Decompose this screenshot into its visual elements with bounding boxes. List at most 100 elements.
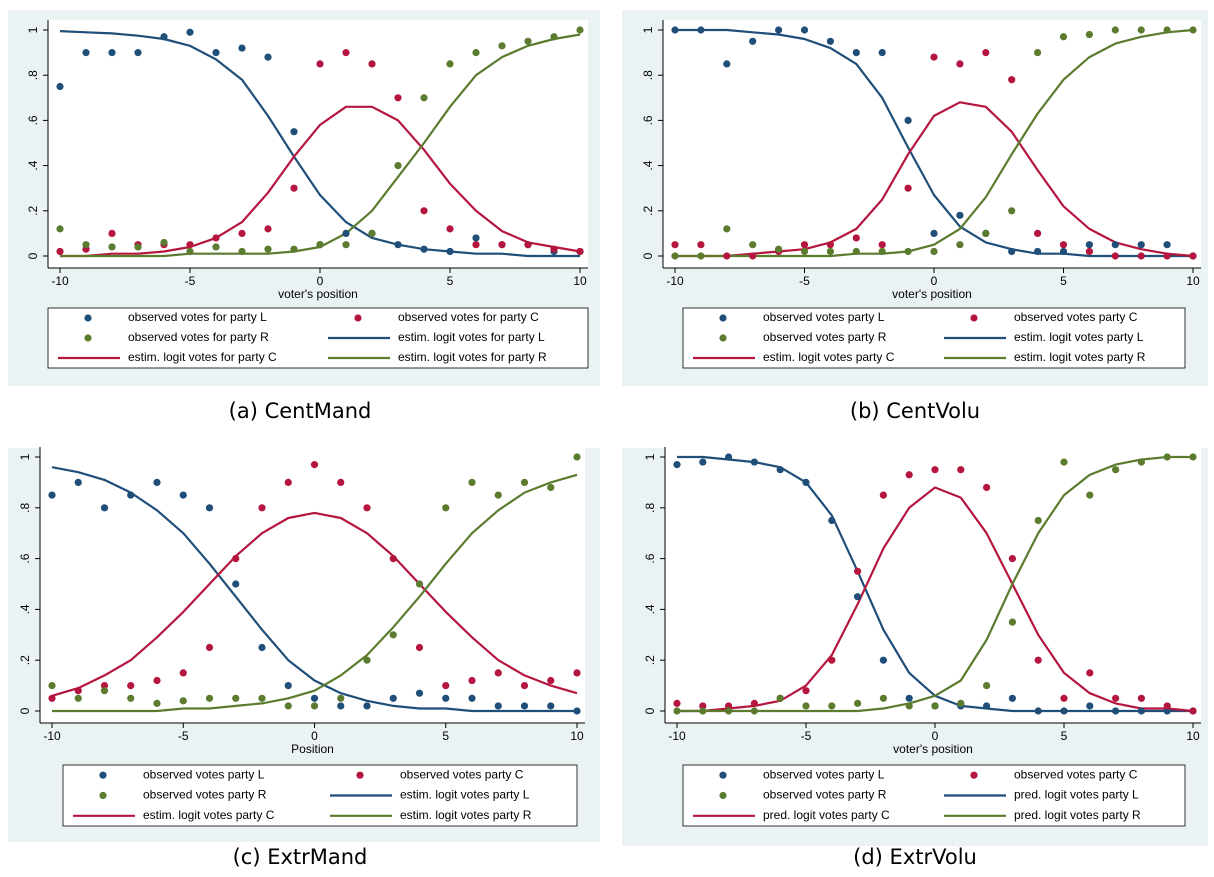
data-point [316,60,324,68]
data-point [232,580,240,588]
data-point [472,241,480,249]
data-point [342,241,350,249]
legend-label: pred. logit votes party L [1014,788,1139,802]
legend-label: observed votes party L [763,310,885,324]
data-point [1111,241,1119,249]
legend-label: estim. logit votes party C [143,808,275,822]
y-tick-label: .6 [643,553,657,563]
data-point [749,37,757,45]
data-point [1137,458,1145,466]
data-point [723,225,731,233]
data-point [284,682,292,690]
y-tick-label: 1 [26,26,40,33]
legend-marker [354,314,362,322]
data-point [1189,252,1197,260]
data-point [284,478,292,486]
data-point [576,247,584,256]
data-point [179,491,187,499]
data-point [905,471,913,479]
data-point [48,682,56,690]
y-tick-label: 1 [641,26,655,33]
data-point [956,211,964,219]
fit-line [675,28,1194,258]
data-point [337,478,345,486]
data-point [878,241,886,249]
x-tick-label: 0 [931,274,938,288]
data-point [212,49,220,57]
data-point [394,94,402,102]
data-point [1060,694,1068,702]
legend-label: observed votes for party R [128,330,269,344]
data-point [802,478,810,486]
data-point [205,504,214,512]
data-point [1059,241,1068,249]
legend-label: pred. logit votes party C [763,808,890,822]
data-point [673,707,681,715]
data-point [1034,656,1042,664]
y-tick-label: 0 [18,707,32,714]
data-point [153,478,161,486]
y-tick-label: .8 [641,70,655,80]
data-point [982,49,990,57]
legend-label: estim. logit votes party R [400,808,532,822]
data-point [905,702,913,710]
x-axis-label: voter's position [892,287,972,301]
data-point [212,243,220,251]
legend-box [682,764,1186,827]
data-point [699,707,707,715]
fit-line [677,486,1194,713]
data-point [725,702,733,710]
data-point [74,478,82,486]
data-point [854,593,862,601]
data-point [879,491,888,499]
data-point [800,26,809,34]
data-point [828,516,836,525]
data-point [238,44,246,52]
data-point [1034,707,1042,715]
x-tick-label: 0 [311,729,318,743]
data-point [186,28,194,36]
data-point [160,238,168,247]
legend-marker [719,314,727,322]
data-point [108,229,116,237]
data-point [1112,694,1120,702]
data-point [725,707,733,715]
data-point [258,643,266,652]
data-point [573,707,581,715]
data-point [1060,707,1068,715]
data-point [1086,702,1094,710]
data-point [56,82,64,91]
data-point [1008,694,1017,702]
data-point [363,656,371,664]
data-point [699,458,707,466]
legend-marker [970,771,978,779]
data-point [957,699,965,707]
data-point [100,504,109,512]
data-point [1059,247,1068,256]
data-point [498,241,506,249]
data-point [494,702,502,710]
data-point [342,49,350,57]
data-point [750,699,759,707]
data-point [547,702,555,710]
data-point [750,458,759,466]
legend-marker [99,791,107,800]
legend-label: observed votes party L [763,767,885,781]
data-point [1034,229,1042,237]
data-point [238,229,246,237]
plot-region [48,20,588,268]
data-point [442,504,450,512]
data-point [930,53,938,61]
data-point [1163,453,1171,461]
data-point [826,37,835,45]
data-point [100,682,109,690]
data-point [802,687,810,695]
data-point [1163,26,1171,34]
legend-label: observed votes for party C [398,310,539,324]
data-point [134,243,142,251]
data-point [573,669,581,677]
data-point [82,241,90,249]
data-point [1008,207,1016,215]
data-point [930,229,938,237]
fit-line [51,466,577,713]
